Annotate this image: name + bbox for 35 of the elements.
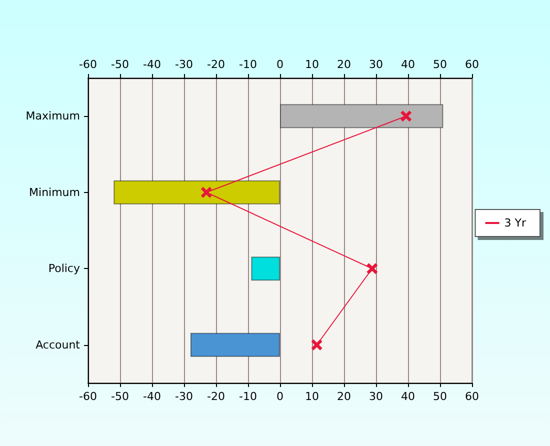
- legend-label: 3 Yr: [504, 216, 526, 230]
- x2-tick-label: -50: [111, 58, 129, 71]
- point: [311, 339, 322, 350]
- x-tick-label: 50: [433, 390, 447, 403]
- y-tick-label: Account: [36, 338, 81, 352]
- x-tick-label: 0: [276, 390, 284, 403]
- x-tick-label: -60: [79, 390, 97, 403]
- x-tick-label: 10: [305, 390, 319, 403]
- x2-tick-label: 50: [433, 58, 447, 71]
- x-tick-label: -10: [239, 390, 257, 403]
- x2-tick-label: -30: [175, 58, 193, 71]
- x-tick-label: 30: [369, 390, 383, 403]
- x2-tick-label: 60: [465, 58, 479, 71]
- x-tick-label: 60: [465, 390, 479, 403]
- x2-tick-label: 10: [305, 58, 319, 71]
- point: [400, 110, 412, 122]
- x-tick-label: 20: [337, 390, 351, 403]
- x2-tick-label: 20: [337, 58, 351, 71]
- x2-tick-label: -10: [239, 58, 257, 71]
- x-tick-label: -50: [111, 390, 129, 403]
- x2-tick-label: -40: [143, 58, 161, 71]
- y-tick-label: Policy: [48, 262, 80, 276]
- x2-tick-label: 0: [276, 58, 284, 71]
- x-tick-label: 40: [401, 390, 415, 403]
- y-tick-label: Maximum: [26, 110, 80, 123]
- x2-tick-label: -60: [79, 58, 97, 71]
- x2-tick-label: -20: [207, 58, 225, 71]
- x2-tick-label: 40: [401, 58, 415, 71]
- x-tick-label: -30: [175, 390, 193, 403]
- x-tick-label: -20: [207, 390, 225, 403]
- y-tick-label: Minimum: [29, 186, 80, 199]
- x-tick-label: -40: [143, 390, 161, 403]
- x2-tick-label: 30: [369, 58, 383, 71]
- point: [366, 263, 378, 274]
- point: [200, 186, 212, 198]
